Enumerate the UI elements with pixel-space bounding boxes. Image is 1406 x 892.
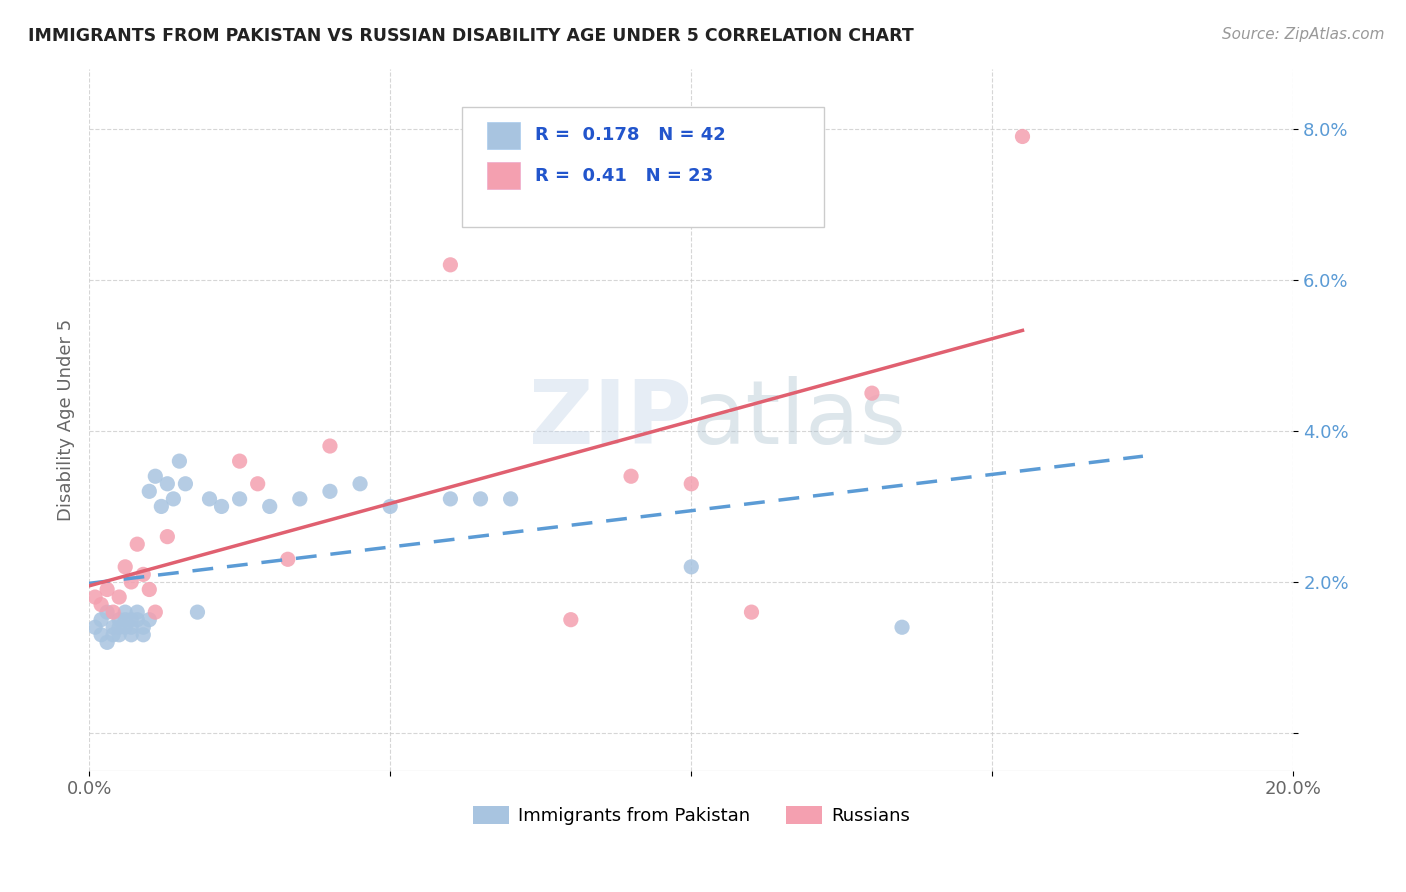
Point	[108, 620, 131, 634]
Point	[114, 620, 136, 634]
Point	[84, 590, 107, 604]
Point	[174, 476, 197, 491]
Point	[186, 605, 208, 619]
Point	[120, 613, 142, 627]
Text: IMMIGRANTS FROM PAKISTAN VS RUSSIAN DISABILITY AGE UNDER 5 CORRELATION CHART: IMMIGRANTS FROM PAKISTAN VS RUSSIAN DISA…	[28, 27, 914, 45]
Point	[90, 598, 112, 612]
Text: R =  0.41   N = 23: R = 0.41 N = 23	[534, 167, 713, 185]
Point	[620, 469, 643, 483]
Point	[132, 567, 155, 582]
Point	[114, 559, 136, 574]
Point	[288, 491, 311, 506]
Point	[90, 628, 112, 642]
Point	[277, 552, 299, 566]
Point	[143, 605, 166, 619]
FancyBboxPatch shape	[463, 107, 824, 227]
Point	[101, 628, 124, 642]
Point	[891, 620, 914, 634]
Point	[319, 439, 342, 453]
Point	[114, 605, 136, 619]
Point	[470, 491, 492, 506]
Point	[138, 582, 160, 597]
Text: ZIP: ZIP	[529, 376, 692, 463]
Text: R =  0.178   N = 42: R = 0.178 N = 42	[534, 127, 725, 145]
Point	[380, 500, 402, 514]
Point	[150, 500, 173, 514]
Point	[228, 454, 250, 468]
Point	[246, 476, 269, 491]
Point	[138, 613, 160, 627]
Point	[101, 620, 124, 634]
Point	[560, 613, 582, 627]
Point	[156, 476, 179, 491]
FancyBboxPatch shape	[486, 122, 520, 149]
Text: atlas: atlas	[692, 376, 907, 463]
Point	[127, 537, 149, 551]
Point	[120, 628, 142, 642]
Point	[169, 454, 191, 468]
Point	[211, 500, 233, 514]
Point	[681, 476, 703, 491]
Point	[439, 491, 461, 506]
Y-axis label: Disability Age Under 5: Disability Age Under 5	[58, 318, 75, 521]
Point	[499, 491, 522, 506]
Point	[96, 582, 118, 597]
Point	[156, 530, 179, 544]
Point	[96, 605, 118, 619]
Point	[108, 628, 131, 642]
Point	[740, 605, 762, 619]
Point	[439, 258, 461, 272]
Point	[259, 500, 281, 514]
Point	[108, 613, 131, 627]
Point	[127, 613, 149, 627]
Point	[349, 476, 371, 491]
Point	[319, 484, 342, 499]
Point	[90, 613, 112, 627]
Point	[198, 491, 221, 506]
Point	[114, 613, 136, 627]
Point	[162, 491, 184, 506]
Point	[108, 590, 131, 604]
Point	[101, 605, 124, 619]
Point	[860, 386, 883, 401]
Point	[120, 620, 142, 634]
FancyBboxPatch shape	[486, 162, 520, 189]
Point	[143, 469, 166, 483]
Point	[132, 620, 155, 634]
Point	[127, 605, 149, 619]
Point	[120, 574, 142, 589]
Point	[132, 628, 155, 642]
Point	[228, 491, 250, 506]
Point	[96, 635, 118, 649]
Legend: Immigrants from Pakistan, Russians: Immigrants from Pakistan, Russians	[472, 805, 910, 825]
Point	[681, 559, 703, 574]
Point	[138, 484, 160, 499]
Point	[84, 620, 107, 634]
Text: Source: ZipAtlas.com: Source: ZipAtlas.com	[1222, 27, 1385, 42]
Point	[1011, 129, 1033, 144]
